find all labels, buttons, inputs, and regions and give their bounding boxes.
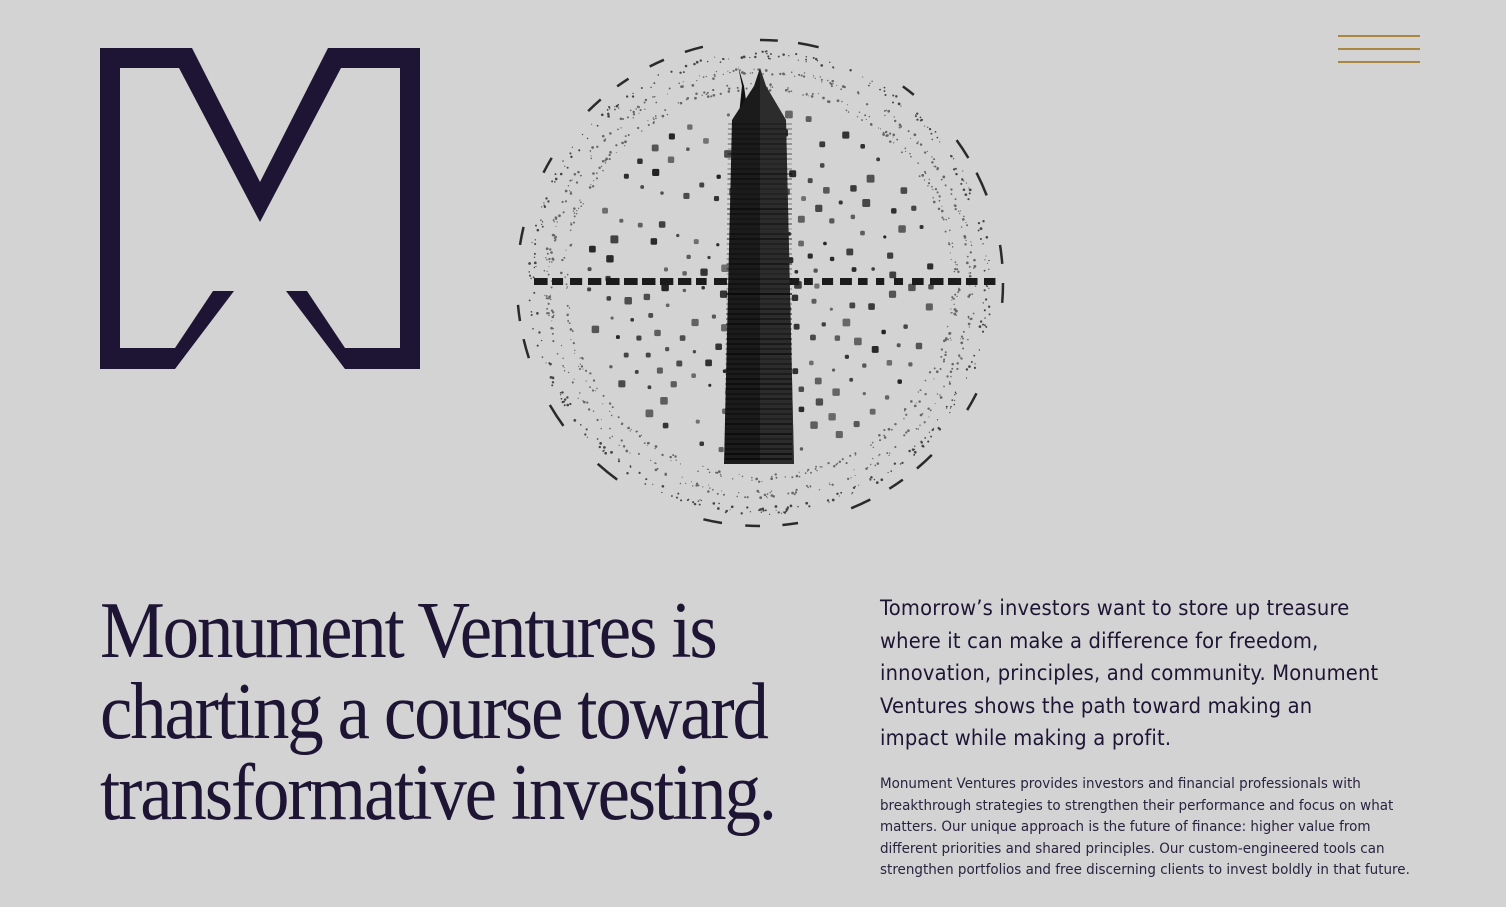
headline-line-1: Monument Ventures is — [100, 585, 718, 675]
body-paragraph: Monument Ventures provides investors and… — [880, 776, 1410, 878]
monument-logo[interactable] — [100, 48, 420, 369]
lead-paragraph: Tomorrow’s investors want to store up tr… — [880, 596, 1379, 750]
headline-line-2: charting a course toward — [100, 666, 769, 756]
headline-line-3: transformative investing. — [100, 747, 777, 837]
hero-headline: Monument Ventures is charting a course t… — [100, 585, 777, 837]
hamburger-menu-icon[interactable] — [1338, 33, 1420, 67]
monument-obelisk-compass-illustration — [514, 24, 1006, 528]
